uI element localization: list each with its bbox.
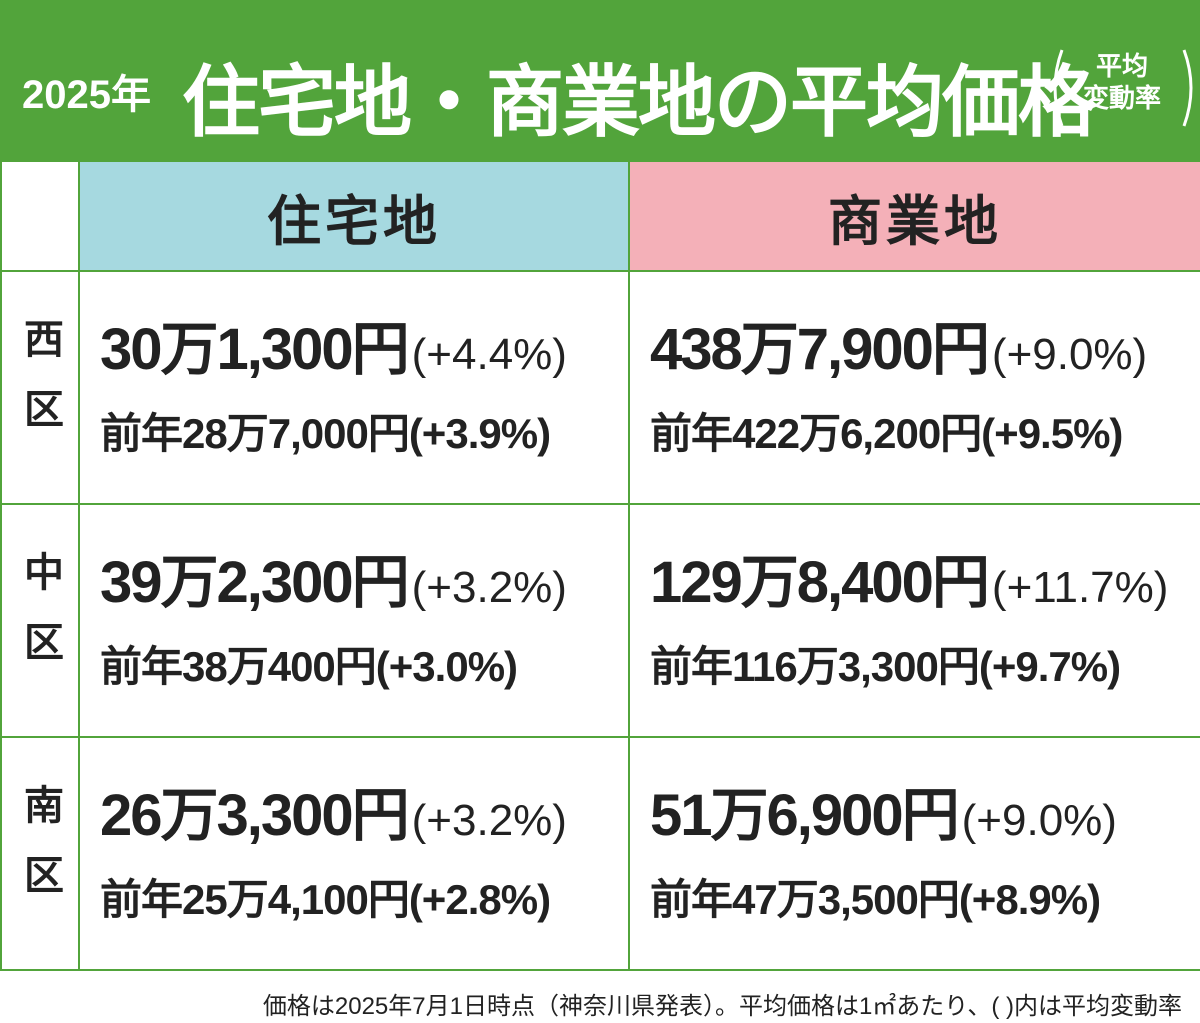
price-cell: 26万3,300円(+3.2%) 前年25万4,100円(+2.8%) [78,736,630,971]
previous-line: 前年38万400円(+3.0%) [100,643,518,690]
price-cell: 30万1,300円(+4.4%) 前年28万7,000円(+3.9%) [78,270,630,505]
current-line: 438万7,900円(+9.0%) [650,302,1147,386]
current-change: (+11.7%) [991,563,1169,612]
footer: 価格は2025年7月1日時点（神奈川県発表）。平均価格は1㎡あたり、( )内は平… [262,993,1182,1020]
previous-line: 前年116万3,300円(+9.7%) [650,643,1121,690]
title-note: 平均 変動率 [1062,50,1182,114]
header-band: 2025年 住宅地・商業地の平均価格 平均 変動率 [0,0,1200,160]
current-line: 26万3,300円(+3.2%) [100,768,567,852]
current-price: 39万2,300円 [100,550,410,615]
current-change: (+3.2%) [411,796,567,845]
note-line: 変動率 [1082,83,1161,113]
district: 中区 [0,503,80,738]
current-price: 438万7,900円 [650,317,990,382]
current-change: (+9.0%) [991,330,1148,379]
current-price: 129万8,400円 [650,550,990,615]
current-line: 129万8,400円(+11.7%) [650,535,1168,619]
note-line: 平均 [1095,51,1148,81]
price-cell: 129万8,400円(+11.7%) 前年116万3,300円(+9.7%) [628,503,1200,738]
column-header: 商業地 [628,160,1200,272]
table: 住宅地 商業地 西区 30万1,300円(+4.4%) 前年28万7,000円(+3.9… [0,160,1200,971]
previous-line: 前年422万6,200円(+9.5%) [650,410,1123,457]
column-header: 住宅地 [78,160,630,272]
price-cell: 39万2,300円(+3.2%) 前年38万400円(+3.0%) [78,503,630,738]
district: 西区 [0,270,80,505]
current-change: (+9.0%) [961,796,1117,845]
current-price: 26万3,300円 [100,783,410,848]
previous-line: 前年25万4,100円(+2.8%) [100,876,551,923]
current-line: 51万6,900円(+9.0%) [650,768,1117,852]
year: 2025年 [22,73,151,117]
current-line: 39万2,300円(+3.2%) [100,535,567,619]
price-cell: 51万6,900円(+9.0%) 前年47万3,500円(+8.9%) [628,736,1200,971]
price-cell: 438万7,900円(+9.0%) 前年422万6,200円(+9.5%) [628,270,1200,505]
district: 南区 [0,736,80,971]
current-line: 30万1,300円(+4.4%) [100,302,567,386]
note-parens [1053,49,1193,127]
current-price: 30万1,300円 [100,317,410,382]
title: 住宅地・商業地の平均価格 [182,58,1096,146]
current-change: (+4.4%) [411,330,567,379]
previous-line: 前年47万3,500円(+8.9%) [650,876,1101,923]
current-price: 51万6,900円 [650,783,960,848]
current-change: (+3.2%) [411,563,567,612]
previous-line: 前年28万7,000円(+3.9%) [100,410,551,457]
corner-cell [0,160,80,272]
